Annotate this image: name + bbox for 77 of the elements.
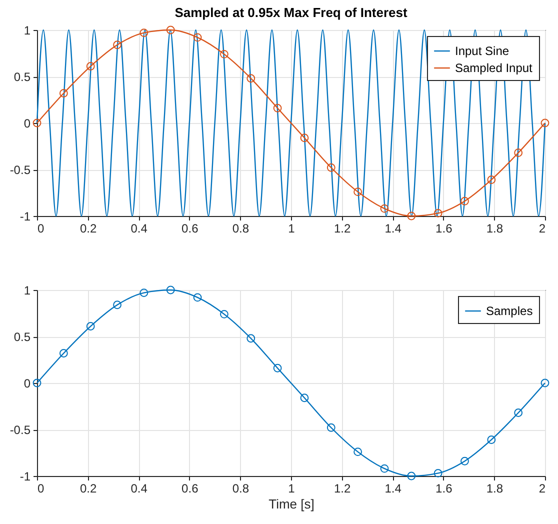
point <box>326 163 336 172</box>
x-tick-label: 0.2 <box>80 482 97 496</box>
point <box>326 423 336 432</box>
y-tick-label: 1 <box>24 284 31 298</box>
y-tick-label: 0.5 <box>14 70 31 84</box>
x-tick-label: 0.2 <box>80 222 97 236</box>
y-tick-label: -1 <box>20 470 31 484</box>
x-tick-label: 0.6 <box>182 482 199 496</box>
point <box>460 196 469 206</box>
x-tick-label: 0.4 <box>130 222 148 236</box>
point <box>273 364 282 372</box>
y-tick-label: 0.5 <box>14 330 31 344</box>
y-tick-label: 0 <box>24 376 31 390</box>
legend-label: Sampled Input <box>455 61 534 75</box>
x-tick-label: 0.6 <box>182 222 199 236</box>
point <box>354 188 362 196</box>
legend-label: Samples <box>486 304 533 318</box>
point <box>193 293 202 302</box>
y-tick-label: 0 <box>24 116 31 130</box>
point <box>380 204 389 213</box>
point <box>59 89 68 98</box>
point <box>434 469 442 478</box>
point <box>32 378 42 388</box>
point <box>487 176 496 184</box>
x-tick-label: 1.4 <box>384 482 402 496</box>
x-tick-label: 1.2 <box>334 222 351 236</box>
point <box>434 209 442 218</box>
x-tick-label: 1.2 <box>334 482 351 496</box>
x-tick-label: 1.6 <box>436 482 453 496</box>
x-tick-label: 2 <box>538 482 546 496</box>
point <box>140 288 148 297</box>
point <box>166 286 175 294</box>
legend-label: Input Sine <box>455 44 510 58</box>
x-tick-label: 1 <box>288 482 296 496</box>
point <box>354 448 362 456</box>
x-tick-label: 0.8 <box>232 482 250 496</box>
point <box>246 74 256 83</box>
x-tick-label: 1 <box>288 222 296 236</box>
point <box>220 50 228 58</box>
point <box>300 134 309 142</box>
y-tick-label: -0.5 <box>10 423 31 437</box>
x-tick-label: 0 <box>38 482 44 496</box>
point <box>300 394 309 402</box>
point <box>407 472 416 480</box>
y-tick-label: 1 <box>24 24 31 38</box>
point <box>514 408 523 417</box>
point <box>113 40 122 50</box>
x-tick-label: 2 <box>538 222 546 236</box>
point <box>220 310 228 318</box>
point <box>460 456 469 466</box>
point <box>86 62 95 70</box>
point <box>32 118 42 128</box>
point <box>273 104 282 112</box>
point <box>407 212 416 220</box>
x-tick-label: 1.6 <box>436 222 453 236</box>
x-tick-label: 1.8 <box>486 482 504 496</box>
point <box>540 378 550 388</box>
x-tick-label: 0.8 <box>232 222 250 236</box>
y-tick-label: -0.5 <box>10 163 31 177</box>
x-tick-label: 1.4 <box>384 222 402 236</box>
point <box>380 464 389 473</box>
point <box>246 334 256 343</box>
point <box>514 148 523 157</box>
x-axis-title: Time [s] <box>268 496 314 512</box>
point <box>59 349 68 358</box>
x-tick-label: 0 <box>38 222 44 236</box>
point <box>113 300 122 310</box>
point <box>86 322 95 330</box>
point <box>193 33 202 42</box>
x-tick-label: 1.8 <box>486 222 504 236</box>
x-tick-label: 0.4 <box>130 482 148 496</box>
point <box>487 436 496 444</box>
point <box>140 28 148 37</box>
chart-title: Sampled at 0.95x Max Freq of Interest <box>174 5 408 20</box>
y-tick-label: -1 <box>20 210 31 224</box>
point <box>540 118 550 128</box>
point <box>166 26 175 34</box>
